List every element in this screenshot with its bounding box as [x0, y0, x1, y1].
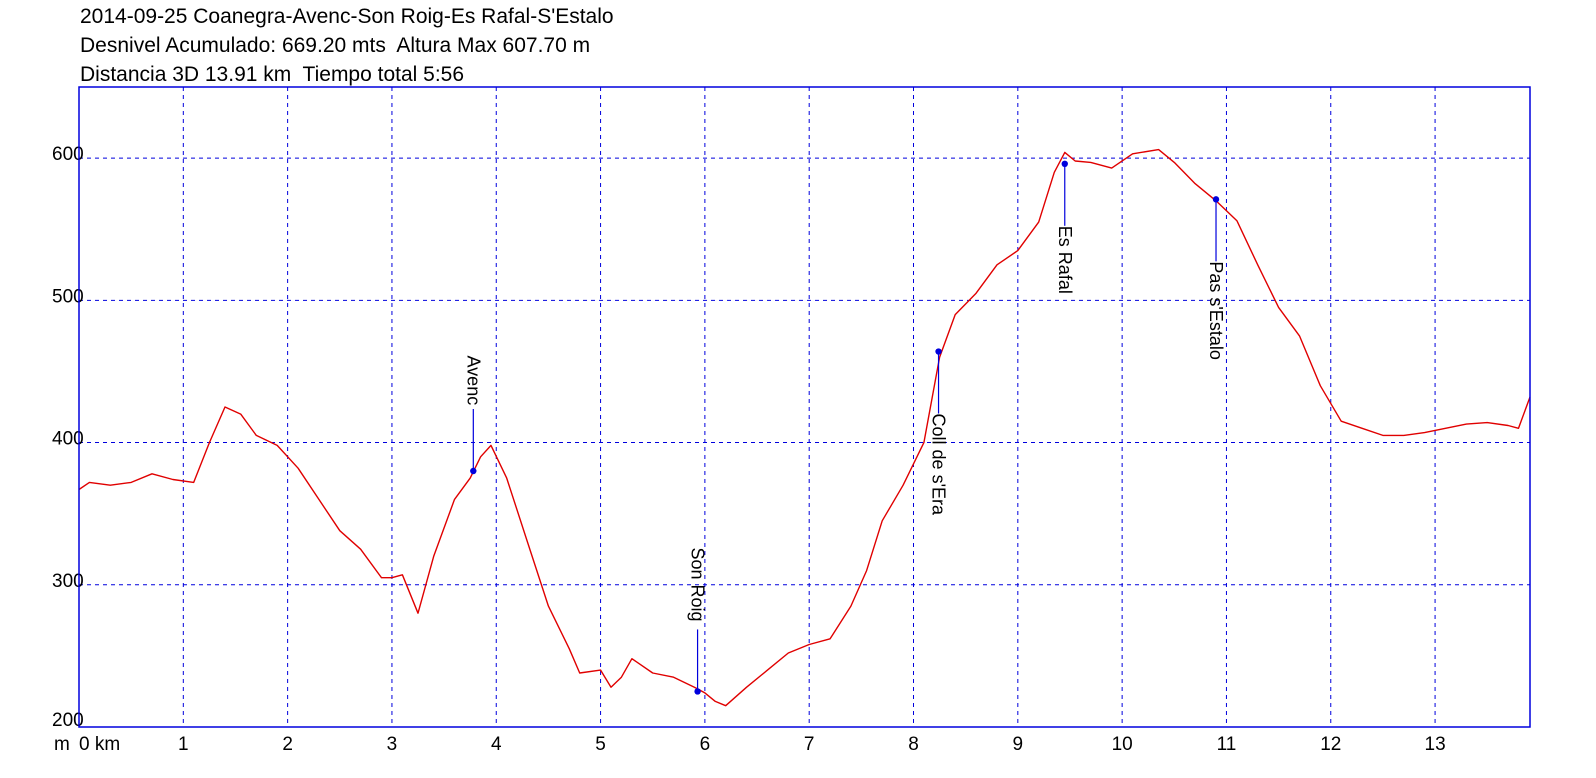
y-tick-label: 600 [52, 144, 84, 165]
x-tick-label: 9 [1013, 734, 1024, 755]
chart-subtitle-elevation: Desnivel Acumulado: 669.20 mts Altura Ma… [80, 34, 591, 57]
chart-title-block: 2014-09-25 Coanegra-Avenc-Son Roig-Es Ra… [80, 2, 614, 89]
x-tick-label: 7 [804, 734, 815, 755]
waypoint-marker [470, 467, 477, 475]
y-tick-label: 400 [52, 429, 84, 450]
x-tick-label: 0 km [79, 734, 120, 755]
y-tick-label: 300 [52, 571, 84, 592]
x-tick-label: 8 [908, 734, 919, 755]
series-layer [78, 148, 1531, 707]
waypoint-label: Pas s'Estalo [1206, 261, 1226, 359]
x-tick-label: 11 [1217, 734, 1237, 755]
elevation-series-line [78, 148, 1531, 707]
plot-frame [78, 86, 1531, 728]
waypoint-marker [1212, 196, 1220, 203]
waypoint-layer: Avenc Son Roig Coll de s'Era Es Rafal Pas s'… [463, 160, 1226, 695]
waypoint-marker [694, 688, 701, 695]
x-tick-label: 3 [387, 734, 398, 755]
x-tick-label: 5 [595, 734, 606, 755]
waypoint-label: Avenc [463, 356, 483, 406]
x-tick-label: 2 [282, 734, 293, 755]
x-tick-label: 10 [1112, 734, 1133, 755]
x-tick-label: 6 [700, 734, 711, 755]
x-tick-label: 4 [491, 734, 502, 755]
waypoint-marker [935, 348, 942, 355]
grid-layer [79, 87, 1530, 727]
waypoint-label: Coll de s'Era [929, 414, 949, 516]
waypoint-label: Es Rafal [1055, 226, 1075, 294]
x-tick-label: 13 [1425, 734, 1446, 755]
y-tick-label: 200 [52, 710, 84, 731]
chart-subtitle-distance: Distancia 3D 13.91 km Tiempo total 5:56 [80, 63, 465, 86]
x-tick-label: 12 [1320, 734, 1341, 755]
y-tick-label: 500 [52, 286, 84, 307]
chart-title: 2014-09-25 Coanegra-Avenc-Son Roig-Es Ra… [80, 5, 614, 28]
waypoint-label: Son Roig [688, 547, 708, 621]
waypoint-marker [1061, 160, 1068, 167]
x-tick-label: 1 [178, 734, 189, 755]
x-unit-label: m [54, 734, 70, 755]
